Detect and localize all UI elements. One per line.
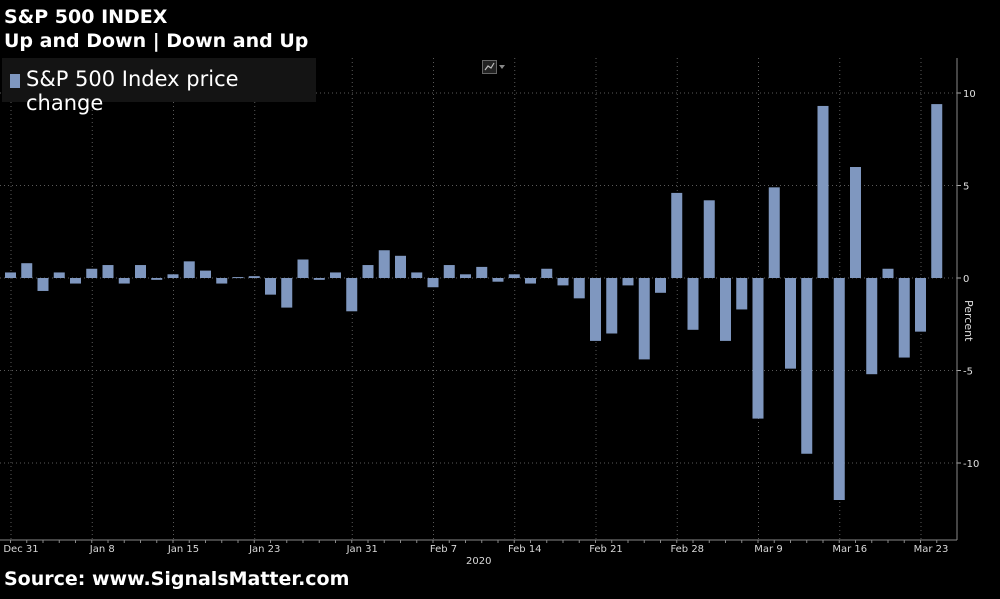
- bar[interactable]: [655, 278, 666, 293]
- bar[interactable]: [557, 278, 569, 286]
- bar[interactable]: [882, 268, 894, 278]
- chart-title: S&P 500 INDEX: [4, 6, 168, 28]
- bar[interactable]: [411, 272, 423, 278]
- bar[interactable]: [703, 200, 715, 278]
- bar[interactable]: [151, 278, 163, 280]
- bar[interactable]: [21, 263, 33, 278]
- bar[interactable]: [86, 268, 98, 278]
- x-tick-label: Dec 31: [3, 544, 38, 555]
- bar[interactable]: [297, 259, 309, 279]
- bar[interactable]: [265, 278, 276, 295]
- bar[interactable]: [232, 277, 244, 279]
- bar[interactable]: [801, 278, 813, 454]
- bar[interactable]: [525, 278, 536, 284]
- bar-series: [5, 104, 943, 500]
- x-tick-label: Feb 21: [589, 544, 623, 555]
- bar[interactable]: [736, 278, 748, 310]
- bar[interactable]: [638, 278, 650, 360]
- bar[interactable]: [70, 278, 81, 284]
- bar[interactable]: [313, 278, 325, 280]
- legend[interactable]: S&P 500 Index price change: [2, 58, 316, 115]
- bar[interactable]: [216, 278, 228, 284]
- x-tick-label: Jan 23: [248, 544, 280, 555]
- bar[interactable]: [671, 192, 683, 278]
- bar[interactable]: [281, 278, 293, 308]
- axes: 10 5 0 -5 -10 Dec 31 Jan 8 Jan 15 Jan 23 Jan 31 Fe…: [0, 58, 979, 555]
- x-tick-label: Mar 16: [832, 544, 867, 555]
- y-tick-label: 5: [963, 182, 969, 193]
- grid-lines: [0, 58, 957, 540]
- bar[interactable]: [378, 250, 390, 278]
- bar[interactable]: [427, 278, 439, 288]
- y-axis-label: Percent: [962, 300, 975, 342]
- bar[interactable]: [443, 265, 455, 278]
- bar[interactable]: [248, 276, 260, 278]
- year-label: 2020: [466, 556, 492, 567]
- source-footer: Source: www.SignalsMatter.com: [4, 568, 350, 590]
- bar[interactable]: [102, 265, 114, 278]
- x-tick-label: Feb 14: [508, 544, 542, 555]
- bar[interactable]: [785, 278, 796, 369]
- bar[interactable]: [720, 278, 731, 341]
- bar[interactable]: [606, 278, 618, 334]
- y-tick-label: 0: [963, 274, 969, 285]
- x-tick-label: Mar 23: [914, 544, 949, 555]
- bar[interactable]: [817, 105, 829, 278]
- bar[interactable]: [687, 278, 699, 330]
- bar[interactable]: [915, 278, 926, 332]
- bar[interactable]: [183, 261, 195, 278]
- x-tick-label: Jan 15: [167, 544, 199, 555]
- x-tick-label: Mar 9: [754, 544, 782, 555]
- bar[interactable]: [573, 278, 585, 299]
- bar[interactable]: [850, 167, 861, 278]
- bar[interactable]: [330, 272, 341, 278]
- bar[interactable]: [752, 278, 764, 419]
- x-tick-label: Jan 8: [89, 544, 115, 555]
- bar[interactable]: [37, 278, 49, 291]
- bar[interactable]: [118, 278, 130, 284]
- bar[interactable]: [866, 278, 878, 375]
- bar[interactable]: [622, 278, 634, 286]
- x-tick-label: Jan 31: [346, 544, 378, 555]
- y-tick-label: -5: [963, 367, 973, 378]
- x-tick-label: Feb 28: [670, 544, 704, 555]
- bar[interactable]: [590, 278, 601, 341]
- bar[interactable]: [833, 278, 845, 500]
- bar[interactable]: [508, 274, 520, 278]
- bar[interactable]: [53, 272, 65, 278]
- bar[interactable]: [898, 278, 910, 358]
- bar[interactable]: [476, 266, 488, 278]
- bar[interactable]: [167, 274, 179, 278]
- bar[interactable]: [362, 265, 374, 278]
- legend-swatch: [10, 74, 20, 88]
- line-chart-icon[interactable]: [482, 60, 506, 74]
- bar[interactable]: [135, 265, 146, 278]
- bar[interactable]: [492, 278, 504, 282]
- bar[interactable]: [200, 270, 211, 278]
- y-tick-label: -10: [963, 459, 979, 470]
- bar[interactable]: [931, 104, 943, 278]
- y-tick-label: 10: [963, 89, 976, 100]
- bar[interactable]: [768, 187, 780, 278]
- chart-subtitle: Up and Down | Down and Up: [4, 30, 309, 52]
- x-tick-label: Feb 7: [430, 544, 457, 555]
- legend-label: S&P 500 Index price change: [26, 67, 239, 115]
- bar[interactable]: [5, 272, 16, 278]
- bar[interactable]: [346, 278, 358, 312]
- bar[interactable]: [541, 268, 553, 278]
- bar[interactable]: [460, 274, 471, 278]
- bar[interactable]: [395, 255, 406, 278]
